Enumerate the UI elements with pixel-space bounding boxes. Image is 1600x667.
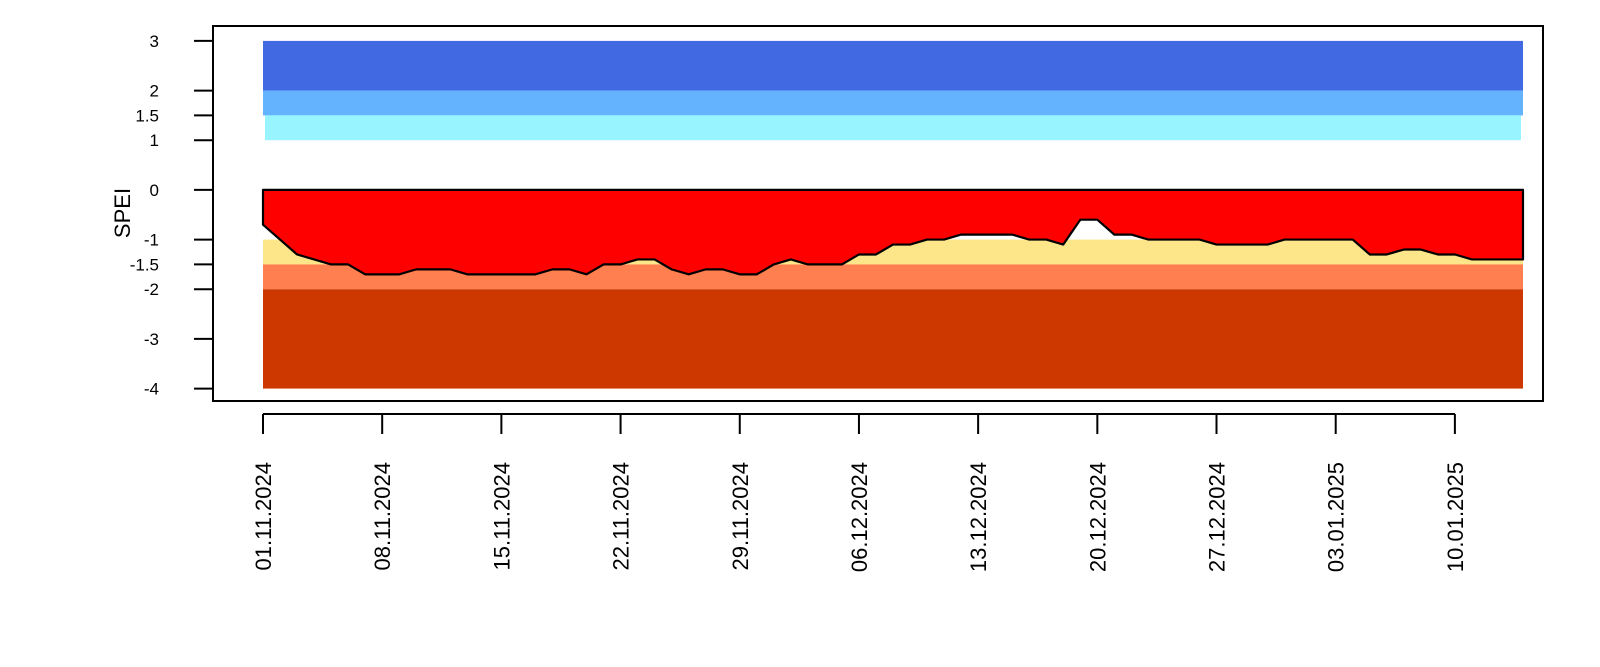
band-0 xyxy=(263,40,1523,91)
x-tick-label: 22.11.2024 xyxy=(609,462,634,570)
y-tick-label: -1.5 xyxy=(130,255,159,274)
x-axis: 01.11.2024 08.11.2024 15.11.2024 22.11.2024… xyxy=(251,413,1468,572)
x-tick-label: 08.11.2024 xyxy=(370,462,395,570)
x-tick-label: 13.12.2024 xyxy=(966,462,991,572)
x-tick-label: 29.11.2024 xyxy=(728,462,753,570)
plot-frame xyxy=(212,25,1544,402)
spei-area-layer xyxy=(261,188,1525,276)
x-tick-label: 20.12.2024 xyxy=(1085,462,1110,572)
x-tick-label: 01.11.2024 xyxy=(251,462,276,570)
spei-area xyxy=(261,188,1525,276)
x-tick-label: 06.12.2024 xyxy=(847,462,872,572)
y-tick-label: -1 xyxy=(144,231,159,250)
y-axis-title: SPEI xyxy=(110,188,135,238)
x-tick-label: 15.11.2024 xyxy=(489,462,514,570)
band-1 xyxy=(263,90,1523,116)
y-tick-label: 1 xyxy=(150,131,159,150)
y-tick-label: 1.5 xyxy=(135,106,159,125)
y-tick-label: 3 xyxy=(150,32,159,51)
plot-border xyxy=(212,25,1544,402)
x-tick-label: 27.12.2024 xyxy=(1205,462,1230,572)
y-tick-label: -2 xyxy=(144,280,159,299)
y-tick-label: 0 xyxy=(150,181,159,200)
y-tick-label: -4 xyxy=(144,380,159,399)
band-5 xyxy=(263,289,1523,389)
x-tick-label: 10.01.2025 xyxy=(1443,462,1468,572)
y-axis: 3 2 1.5 1 0 -1 -1.5 -2 -3 -4 xyxy=(130,32,213,399)
y-tick-label: 2 xyxy=(150,82,159,101)
x-tick-label: 03.01.2025 xyxy=(1324,462,1349,572)
y-tick-label: -3 xyxy=(144,330,159,349)
band-2 xyxy=(265,115,1521,141)
